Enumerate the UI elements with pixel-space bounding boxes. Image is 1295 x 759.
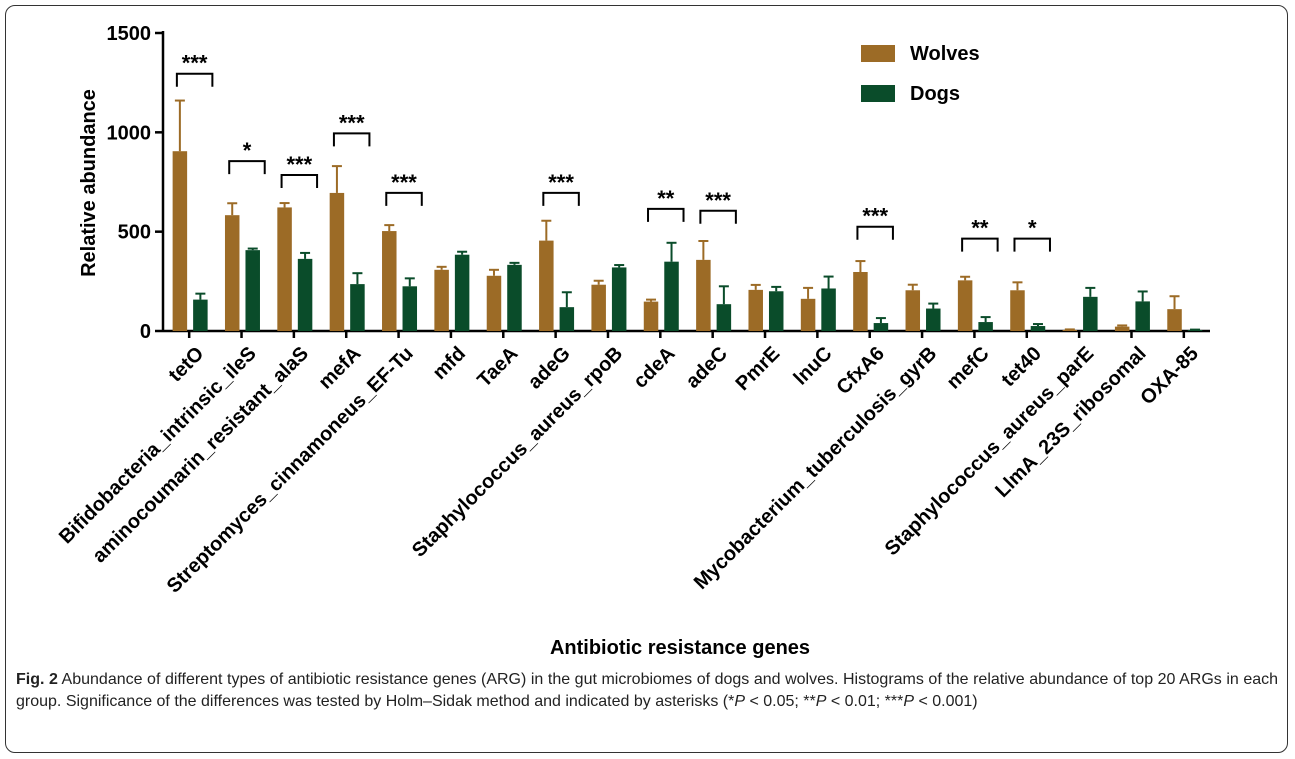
- bars: [172, 99, 1203, 331]
- significance-bracket: [699, 209, 737, 224]
- caption-fig-label: Fig. 2: [16, 671, 58, 688]
- bar-wolves-15: [957, 280, 973, 331]
- legend-swatch-dogs: [861, 85, 895, 102]
- bar-wolves-7: [539, 240, 554, 331]
- significance-label: **: [657, 186, 675, 211]
- bar-dogs-6: [507, 264, 522, 331]
- legend-label-dogs: Dogs: [910, 83, 960, 105]
- x-tick-label: cdeA: [629, 343, 679, 393]
- significance-bracket: [175, 72, 214, 87]
- significance-bracket: [961, 237, 999, 252]
- significance-label: ***: [705, 188, 731, 213]
- y-tick-label: 1500: [107, 23, 152, 45]
- figure-frame: [5, 5, 1288, 753]
- caption-p2: P: [815, 693, 827, 710]
- significance-label: ***: [339, 110, 365, 135]
- significance-label: ***: [548, 170, 574, 195]
- bar-wolves-19: [1167, 309, 1182, 331]
- x-tick-label: tetO: [164, 343, 208, 387]
- bar-dogs-11: [768, 291, 784, 331]
- bar-wolves-13: [853, 271, 868, 331]
- y-axis-title: Relative abundance: [78, 89, 100, 277]
- significance-bracket: [542, 191, 580, 206]
- caption-text-3: < 0.01; ***: [826, 693, 904, 710]
- y-tick-label: 1000: [107, 122, 152, 144]
- significance-bracket: [280, 174, 319, 189]
- caption-text-2: < 0.05; **: [745, 693, 816, 710]
- significance-label: **: [971, 216, 989, 241]
- axes: 0 500 1000 1500: [107, 23, 1210, 343]
- legend: Wolves Dogs: [861, 43, 980, 105]
- figure-caption: Fig. 2 Abundance of different types of a…: [16, 669, 1278, 713]
- significance-label: ***: [286, 152, 312, 177]
- x-tick-label: PmrE: [732, 343, 785, 396]
- caption-p3: P: [903, 693, 915, 710]
- bar-wolves-11: [748, 289, 763, 331]
- significance-label: ***: [391, 170, 417, 195]
- bar-dogs-8: [611, 267, 627, 331]
- bar-dogs-2: [297, 258, 313, 331]
- bar-wolves-16: [1010, 290, 1025, 331]
- caption-text-4: < 0.001): [914, 693, 978, 710]
- significance-bracket: [228, 160, 266, 175]
- bar-dogs-15: [978, 322, 993, 331]
- bar-wolves-3: [329, 192, 345, 331]
- bar-wolves-14: [905, 290, 921, 331]
- legend-swatch-wolves: [861, 45, 895, 62]
- caption-text-1: Abundance of different types of antibiot…: [16, 671, 1279, 710]
- bar-wolves-0: [172, 151, 188, 331]
- x-tick-label: OXA-85: [1136, 343, 1203, 410]
- x-tick-label: lnuC: [790, 343, 837, 390]
- x-tick-label: adeC: [682, 343, 732, 393]
- x-tick-label: aminocoumarin_resistant_alaS: [88, 343, 313, 568]
- significance-bracket: [647, 207, 685, 222]
- x-tick-label: mefC: [943, 343, 994, 394]
- x-tick-label: mfd: [429, 343, 470, 384]
- bar-wolves-6: [486, 275, 502, 331]
- bar-dogs-4: [402, 286, 418, 331]
- bar-dogs-7: [559, 307, 575, 331]
- bar-dogs-3: [350, 284, 365, 331]
- significance-bracket: [332, 132, 371, 147]
- bar-dogs-14: [926, 308, 941, 331]
- bar-dogs-0: [193, 299, 208, 331]
- significance-bracket: [1013, 237, 1051, 252]
- bar-wolves-12: [800, 298, 816, 331]
- caption-p1: P: [734, 693, 745, 710]
- bar-wolves-8: [591, 284, 606, 331]
- y-tick-label: 0: [140, 321, 151, 343]
- bar-dogs-10: [716, 304, 732, 331]
- bar-dogs-16: [1030, 326, 1046, 331]
- x-tick-labels: tetOBifidobacteria_intrinsic_ileSaminoco…: [55, 343, 1203, 598]
- bar-wolves-5: [434, 269, 449, 331]
- legend-label-wolves: Wolves: [910, 43, 980, 65]
- significance-label: *: [1028, 216, 1037, 241]
- bar-dogs-9: [664, 261, 679, 331]
- bar-dogs-17: [1083, 296, 1098, 331]
- significance-bracket: [856, 225, 894, 240]
- x-axis-title: Antibiotic resistance genes: [550, 637, 810, 659]
- significance-brackets: ************* ***** ****** ** *: [175, 51, 1051, 252]
- y-tick-label: 500: [118, 222, 151, 244]
- bar-dogs-1: [245, 250, 260, 331]
- significance-label: ***: [862, 204, 888, 229]
- bar-dogs-5: [454, 254, 470, 331]
- bar-wolves-2: [277, 207, 292, 331]
- bar-wolves-17: [1062, 330, 1078, 331]
- x-tick-label: Mycobacterium_tuberculosis_gyrB: [690, 343, 941, 594]
- bar-wolves-4: [382, 231, 397, 331]
- bar-dogs-13: [873, 323, 889, 331]
- x-tick-label: tet40: [997, 343, 1046, 392]
- significance-label: ***: [182, 51, 208, 76]
- bar-wolves-1: [224, 215, 240, 331]
- bar-dogs-12: [821, 288, 836, 331]
- bar-wolves-9: [643, 301, 659, 331]
- bar-wolves-18: [1114, 326, 1130, 331]
- significance-label: *: [243, 138, 252, 163]
- x-tick-label: TaeA: [473, 343, 522, 392]
- bar-wolves-10: [696, 259, 711, 331]
- significance-bracket: [385, 191, 423, 206]
- bar-dogs-18: [1135, 301, 1150, 331]
